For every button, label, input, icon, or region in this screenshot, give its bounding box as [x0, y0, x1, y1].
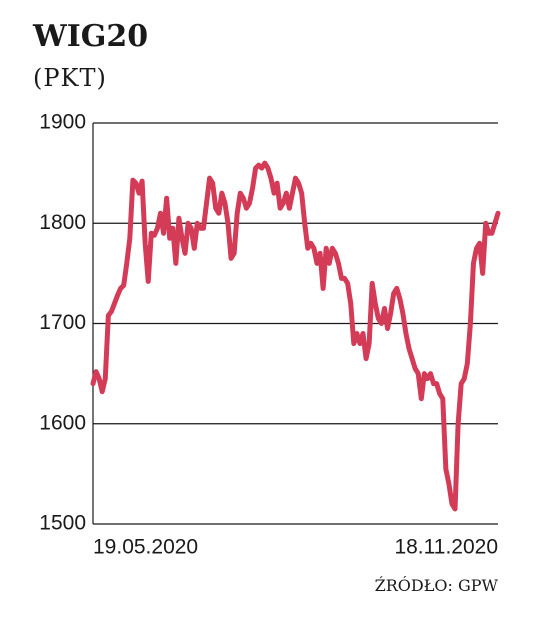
y-tick-label: 1600 — [39, 411, 86, 434]
x-tick-label: 18.11.2020 — [394, 536, 498, 559]
y-tick-label: 1800 — [39, 211, 86, 234]
chart-title: WIG20 — [32, 19, 148, 54]
chart-subtitle: (PKT) — [33, 64, 107, 92]
source: ŹRÓDŁO: GPW — [375, 575, 499, 595]
y-tick-label: 1700 — [39, 311, 86, 334]
x-tick-label: 19.05.2020 — [93, 536, 198, 559]
y-tick-label: 1500 — [39, 512, 86, 535]
line-series — [90, 160, 501, 512]
y-tick-label: 1900 — [39, 111, 86, 134]
